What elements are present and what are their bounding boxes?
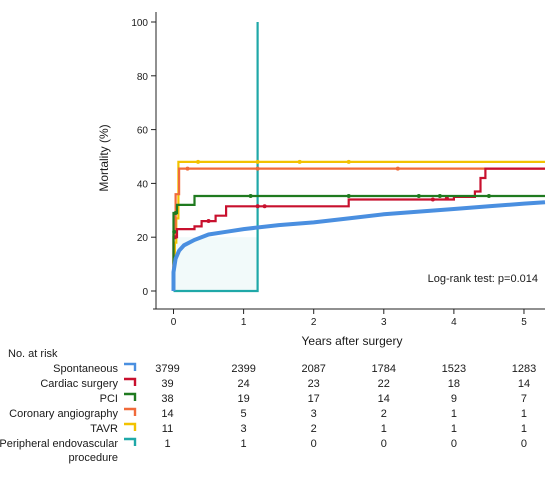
risk-cell-0-5: 1283: [512, 363, 536, 375]
censor-mark-pci-1: [173, 210, 178, 215]
log-rank-annotation: Log-rank test: p=0.014: [428, 273, 538, 285]
risk-cell-5-5: 0: [521, 438, 527, 450]
y-tick-label-3: 60: [137, 126, 149, 137]
risk-cell-3-3: 2: [381, 408, 387, 420]
censor-mark-pci-3: [346, 194, 351, 199]
risk-cell-5-0: 1: [164, 438, 170, 450]
risk-cell-5-1: 1: [241, 438, 247, 450]
y-tick-label-1: 20: [137, 233, 149, 244]
censor-mark-cardiac-surgery-1: [206, 219, 211, 224]
risk-cell-4-4: 1: [451, 423, 457, 435]
x-tick-label-0: 0: [171, 317, 177, 328]
risk-row-label-3-0: Coronary angiography: [9, 408, 118, 420]
y-tick-label-0: 0: [142, 287, 148, 298]
risk-cell-5-3: 0: [381, 438, 387, 450]
risk-row-legend-mark-5: [124, 437, 137, 446]
risk-row-legend-mark-3: [124, 407, 137, 416]
y-axis-label: Mortality (%): [97, 124, 111, 191]
risk-cell-2-2: 17: [308, 393, 320, 405]
risk-cell-1-3: 22: [378, 378, 390, 390]
x-axis-label: Years after surgery: [302, 334, 403, 348]
x-tick-label-1: 1: [241, 317, 247, 328]
censor-mark-pci-4: [416, 194, 421, 199]
censor-mark-coronary-angiography-1: [255, 166, 260, 171]
risk-cell-1-1: 24: [237, 378, 249, 390]
risk-cell-0-3: 1784: [372, 363, 396, 375]
censor-mark-tavr-0: [196, 159, 201, 164]
risk-cell-4-1: 3: [241, 423, 247, 435]
censor-mark-tavr-1: [255, 159, 260, 164]
risk-cell-2-5: 7: [521, 393, 527, 405]
risk-row-label-1-0: Cardiac surgery: [40, 378, 118, 390]
risk-cell-4-2: 2: [311, 423, 317, 435]
risk-cell-3-0: 14: [161, 408, 173, 420]
risk-row-label-2-0: PCI: [100, 393, 118, 405]
censor-mark-cardiac-surgery-5: [444, 196, 449, 201]
risk-cell-1-2: 23: [308, 378, 320, 390]
risk-row-label-0-0: Spontaneous: [53, 363, 118, 375]
risk-cell-5-4: 0: [451, 438, 457, 450]
censor-mark-tavr-3: [346, 159, 351, 164]
censor-mark-coronary-angiography-2: [395, 166, 400, 171]
risk-row-legend-mark-4: [124, 422, 137, 431]
x-tick-label-2: 2: [311, 317, 317, 328]
censor-mark-cardiac-surgery-4: [430, 197, 435, 202]
risk-cell-4-3: 1: [381, 423, 387, 435]
risk-row-legend-mark-1: [124, 377, 137, 386]
censor-mark-coronary-angiography-0: [185, 166, 190, 171]
risk-row-label-5-0: Peripheral endovascular: [0, 438, 118, 450]
risk-cell-2-3: 14: [378, 393, 390, 405]
curve-pci: [172, 194, 545, 291]
risk-cell-1-4: 18: [448, 378, 460, 390]
x-tick-label-5: 5: [521, 317, 527, 328]
risk-table-title: No. at risk: [8, 348, 58, 360]
y-tick-label-4: 80: [137, 72, 149, 83]
risk-cell-3-2: 3: [311, 408, 317, 420]
risk-cell-3-4: 1: [451, 408, 457, 420]
risk-cell-2-0: 38: [161, 393, 173, 405]
censor-mark-pci-0: [172, 229, 177, 234]
censor-mark-pci-2: [248, 194, 253, 199]
risk-cell-1-0: 39: [161, 378, 173, 390]
risk-cell-0-4: 1523: [442, 363, 466, 375]
censor-mark-cardiac-surgery-3: [262, 204, 267, 209]
x-tick-label-4: 4: [451, 317, 457, 328]
risk-cell-2-1: 19: [237, 393, 249, 405]
risk-cell-0-2: 2087: [301, 363, 325, 375]
peripheral-band: [173, 237, 258, 291]
risk-cell-2-4: 9: [451, 393, 457, 405]
risk-cell-5-2: 0: [311, 438, 317, 450]
y-tick-label-5: 100: [131, 18, 148, 29]
risk-cell-1-5: 14: [518, 378, 530, 390]
censor-mark-cardiac-surgery-2: [255, 204, 260, 209]
censor-mark-tavr-2: [297, 159, 302, 164]
curve-peripheral-endovascular-procedure: [173, 22, 259, 293]
curve-cardiac-surgery: [172, 167, 545, 291]
y-tick-label-2: 40: [137, 179, 149, 190]
censor-mark-pci-6: [486, 194, 491, 199]
risk-row-legend-mark-0: [124, 362, 137, 371]
curve-spontaneous: [171, 200, 546, 291]
risk-cell-3-5: 1: [521, 408, 527, 420]
risk-cell-0-0: 3799: [155, 363, 179, 375]
x-tick-label-3: 3: [381, 317, 387, 328]
risk-row-legend-mark-2: [124, 392, 137, 401]
risk-cell-3-1: 5: [241, 408, 247, 420]
risk-cell-0-1: 2399: [231, 363, 255, 375]
risk-row-label-5-1: procedure: [68, 452, 118, 464]
risk-cell-4-0: 11: [162, 423, 173, 435]
risk-row-label-4-0: TAVR: [90, 423, 118, 435]
censor-mark-pci-5: [437, 194, 442, 199]
risk-cell-4-5: 1: [521, 423, 527, 435]
